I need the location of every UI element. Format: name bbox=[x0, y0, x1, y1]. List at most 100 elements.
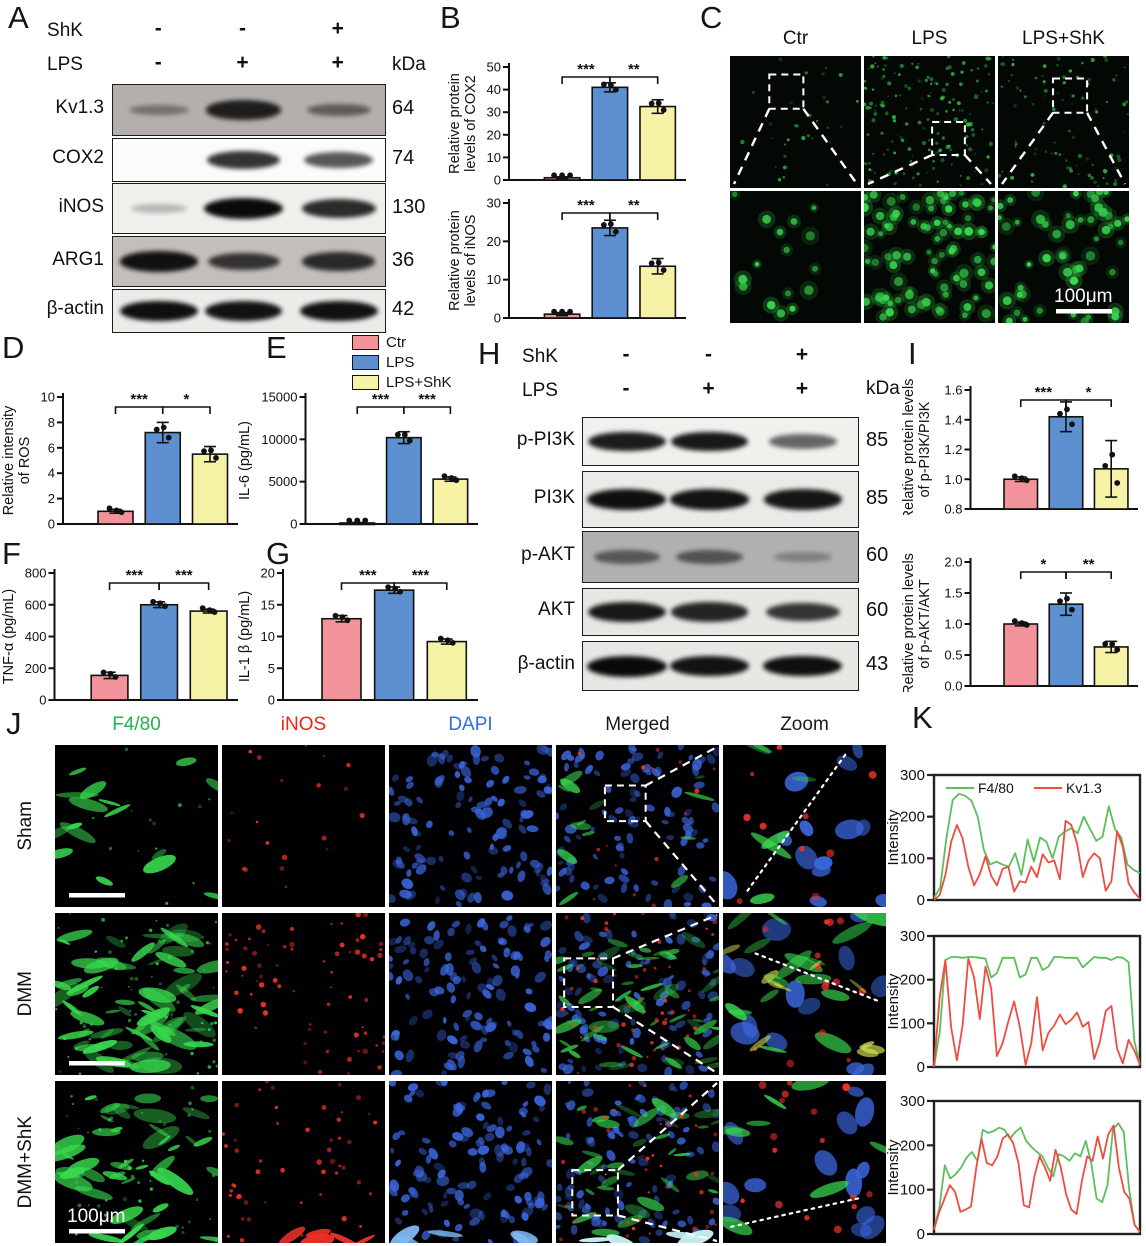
panel-i-label: I bbox=[908, 336, 917, 371]
chart-il6: 0 5000 10000 15000 IL-6 (pg/mL) *** *** bbox=[238, 390, 478, 531]
svg-text:200: 200 bbox=[900, 1137, 925, 1154]
legend-swatch-ctr bbox=[352, 335, 379, 350]
treatment-sign: + bbox=[236, 51, 249, 74]
legend-item-ctr: Ctr bbox=[352, 334, 451, 351]
j-row-label-text: DMM bbox=[15, 971, 36, 1017]
svg-text:10: 10 bbox=[41, 390, 55, 405]
chart-intensity-dmmshk: 0 100 200 300 Intensity bbox=[886, 1094, 1142, 1243]
svg-text:6: 6 bbox=[48, 440, 55, 455]
treatment-sign: + bbox=[331, 17, 344, 40]
svg-text:400: 400 bbox=[25, 629, 47, 644]
blot-band bbox=[205, 100, 282, 120]
blot-band bbox=[671, 602, 748, 622]
svg-text:***: *** bbox=[130, 391, 148, 408]
blot-protein-label: iNOS bbox=[58, 195, 104, 217]
blot-protein-label: COX2 bbox=[52, 147, 104, 168]
treatment-sign: + bbox=[795, 377, 809, 400]
c-image-top-1 bbox=[864, 56, 995, 188]
blot-band bbox=[206, 150, 281, 170]
blot-strip bbox=[112, 236, 386, 287]
svg-text:Kv1.3: Kv1.3 bbox=[1066, 780, 1102, 796]
svg-text:5000: 5000 bbox=[269, 474, 298, 489]
svg-text:TNF-α (pg/mL): TNF-α (pg/mL) bbox=[2, 589, 17, 684]
j-col-header: Merged bbox=[605, 714, 670, 735]
blot-band bbox=[587, 655, 667, 677]
panel-d-label: D bbox=[2, 330, 25, 365]
treatment-sign: + bbox=[331, 51, 344, 74]
blot-band bbox=[299, 300, 378, 322]
treatment-sign: - bbox=[705, 343, 712, 366]
svg-text:***: *** bbox=[418, 391, 436, 408]
blot-strip bbox=[582, 417, 859, 466]
treatment-label: LPS bbox=[522, 380, 558, 401]
blot-band bbox=[587, 489, 667, 510]
j-image-r2-c4 bbox=[723, 1081, 886, 1243]
blot-protein-label: p-PI3K bbox=[516, 428, 575, 450]
treatment-label: ShK bbox=[522, 346, 558, 367]
blot-band bbox=[306, 103, 371, 117]
blot-band bbox=[774, 552, 832, 562]
chart-pakt: 0.0 0.5 1.0 1.5 2.0 Relative protein levels of… bbox=[902, 553, 1138, 692]
blot-strip bbox=[582, 531, 859, 583]
c-col-header: LPS bbox=[911, 28, 948, 49]
svg-text:100μm: 100μm bbox=[67, 1206, 125, 1227]
blot-band bbox=[301, 199, 376, 218]
svg-text:***: *** bbox=[372, 391, 390, 408]
svg-text:**: ** bbox=[628, 61, 640, 78]
j-row-label: DMM bbox=[8, 913, 44, 1075]
treatment-sign: - bbox=[622, 377, 630, 400]
svg-text:0: 0 bbox=[494, 311, 501, 325]
blot-band bbox=[204, 198, 283, 219]
svg-text:15: 15 bbox=[261, 597, 275, 612]
j-image-r0-c3 bbox=[556, 745, 719, 907]
j-image-r1-c2 bbox=[389, 913, 552, 1075]
treatment-sign: + bbox=[702, 377, 715, 400]
blot-band bbox=[207, 252, 280, 271]
legend-label-ctr: Ctr bbox=[386, 334, 406, 351]
blot-band bbox=[204, 300, 283, 322]
blot-protein-label: p-AKT bbox=[521, 544, 575, 565]
kda-value: 74 bbox=[392, 147, 415, 169]
svg-text:800: 800 bbox=[25, 566, 47, 581]
blot-band bbox=[670, 489, 749, 510]
kda-header: kDa bbox=[392, 54, 426, 75]
treatment-sign: - bbox=[154, 17, 162, 40]
j-col-header: Zoom bbox=[780, 714, 829, 735]
svg-text:100: 100 bbox=[900, 850, 925, 867]
svg-text:0.8: 0.8 bbox=[944, 502, 962, 516]
j-col-header: iNOS bbox=[280, 714, 327, 735]
blot-band bbox=[129, 104, 190, 116]
svg-text:100μm: 100μm bbox=[1054, 286, 1112, 307]
svg-text:0: 0 bbox=[917, 1226, 925, 1243]
blot-strip bbox=[582, 588, 859, 636]
blot-protein-label: β-actin bbox=[46, 298, 104, 319]
panel-b-label: B bbox=[440, 0, 461, 35]
chart-ppi3k: 0.8 1.0 1.2 1.4 1.6 Relative protein levels of… bbox=[902, 379, 1138, 516]
panel-c-label: C bbox=[700, 0, 723, 35]
svg-text:*: * bbox=[1086, 384, 1092, 401]
c-image-top-2 bbox=[998, 56, 1129, 188]
legend-item-lps: LPS bbox=[352, 354, 451, 371]
blot-strip bbox=[112, 289, 386, 333]
blot-band bbox=[766, 603, 840, 621]
svg-text:Intensity: Intensity bbox=[886, 973, 902, 1029]
blot-band bbox=[588, 602, 666, 622]
svg-text:Intensity: Intensity bbox=[886, 809, 902, 865]
kda-value: 85 bbox=[866, 486, 889, 509]
svg-text:0: 0 bbox=[917, 1059, 925, 1076]
svg-text:0: 0 bbox=[39, 693, 46, 707]
j-row-label: DMM+ShK bbox=[8, 1081, 44, 1243]
blot-protein-label: ARG1 bbox=[52, 248, 104, 270]
blot-band bbox=[763, 489, 842, 510]
svg-text:0: 0 bbox=[290, 517, 297, 531]
j-row-label: Sham bbox=[8, 745, 44, 907]
blot-band bbox=[670, 431, 749, 452]
j-image-r1-c4 bbox=[723, 913, 886, 1075]
svg-text:1.6: 1.6 bbox=[944, 383, 962, 398]
j-image-r2-c0: 100μm bbox=[55, 1081, 218, 1243]
svg-text:100: 100 bbox=[900, 1015, 925, 1032]
j-image-r1-c1 bbox=[222, 913, 385, 1075]
chart-intensity-sham: 0 100 200 300 Intensity F4/80 Kv1.3 bbox=[886, 768, 1142, 909]
svg-text:levels of COX2: levels of COX2 bbox=[463, 75, 479, 172]
